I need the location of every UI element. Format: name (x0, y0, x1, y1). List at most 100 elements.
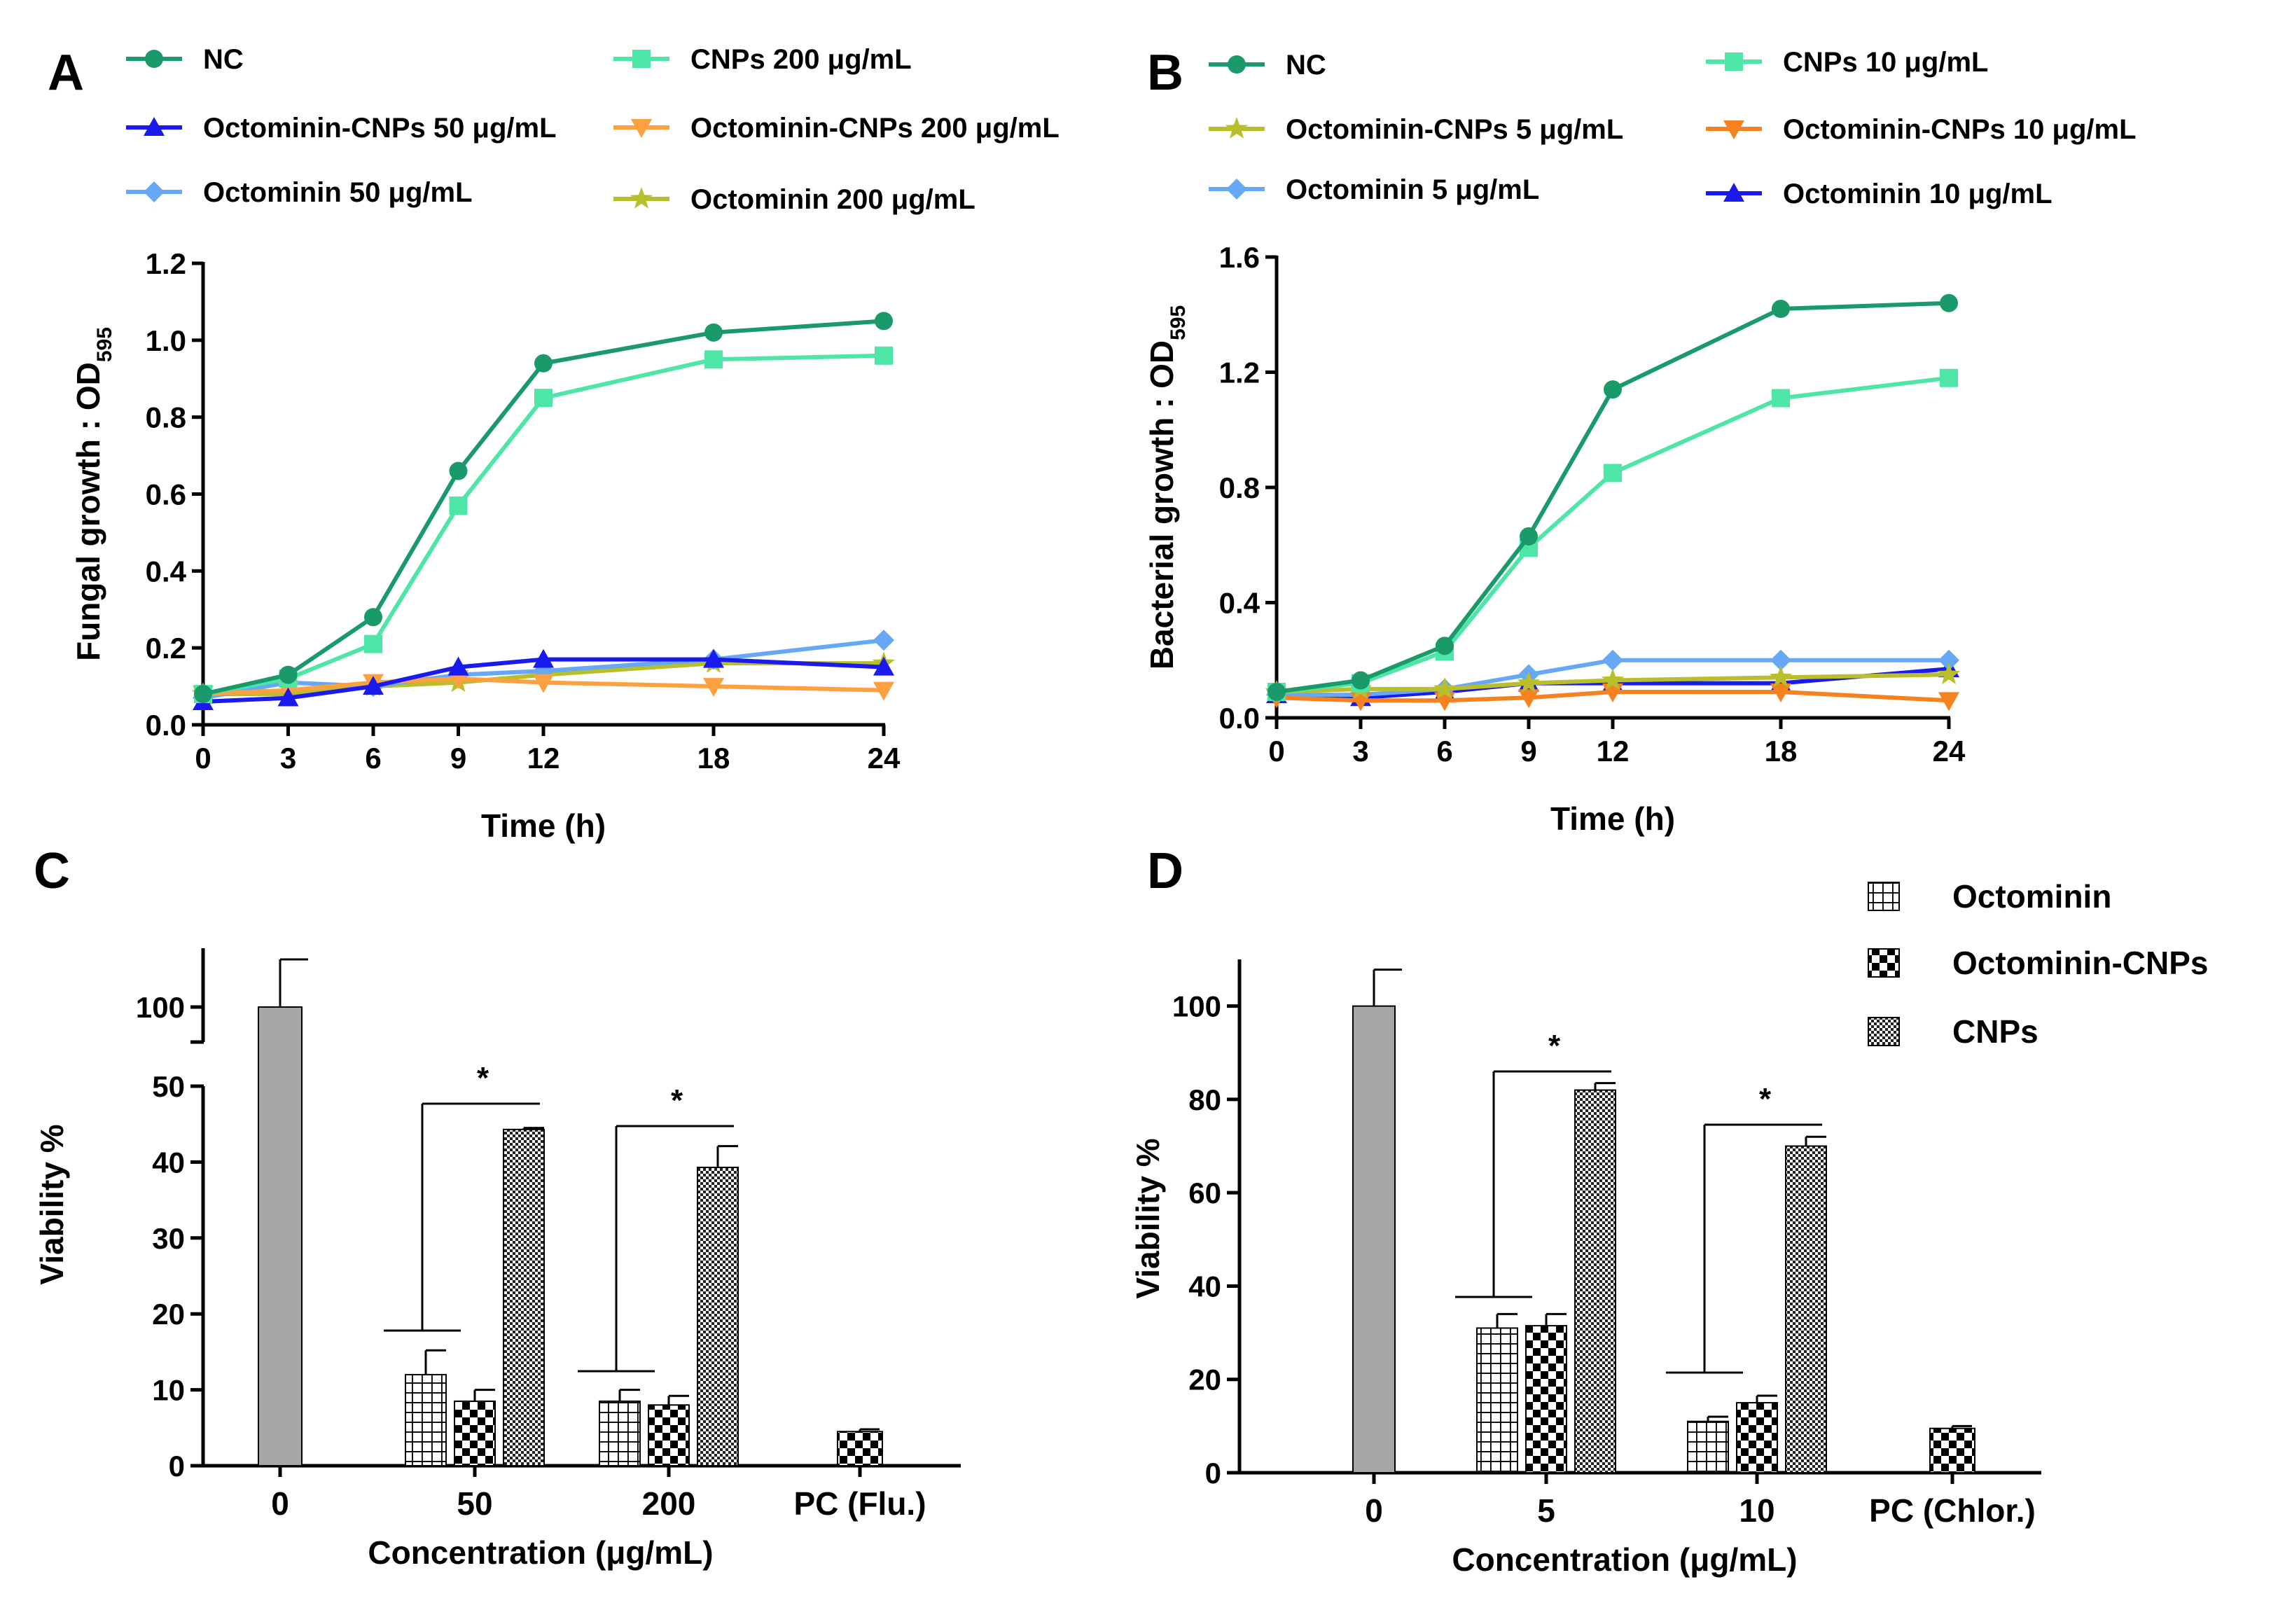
y-axis-title: Viability % (34, 1124, 70, 1284)
legend-item: Octominin (1868, 878, 2111, 915)
panel-label-B: B (1147, 45, 1183, 101)
data-point (449, 461, 468, 480)
y-tick-label: 0 (1205, 1457, 1221, 1490)
significance-star: * (1548, 1029, 1561, 1063)
bar-positive-control (837, 1431, 883, 1466)
data-point (363, 676, 384, 695)
data-point (534, 389, 553, 408)
legend-item: NC (1209, 50, 1326, 81)
legend-item: Octominin 10 μg/mL (1706, 179, 2053, 209)
significance-star: * (671, 1083, 683, 1118)
bar-cnps (1574, 1089, 1616, 1473)
y-axis-subscript: 595 (1167, 305, 1190, 340)
x-tick-label: 6 (365, 742, 381, 775)
bar-octominin (599, 1400, 641, 1466)
x-tick-label: 5 (1537, 1492, 1555, 1529)
y-tick-label: 1.2 (146, 247, 186, 280)
data-point (194, 685, 212, 704)
data-point (875, 346, 893, 365)
legend-item: CNPs (1868, 1013, 2039, 1050)
x-tick-label: 0 (1268, 735, 1284, 768)
legend-swatch (1868, 882, 1900, 911)
x-tick-label: 0 (1365, 1492, 1383, 1529)
data-point (1601, 668, 1625, 690)
data-point (703, 678, 724, 698)
y-tick-label: 30 (152, 1222, 185, 1255)
x-tick-label: 18 (1765, 735, 1798, 768)
bar-cnps (697, 1166, 739, 1467)
y-tick-label: 0.8 (1219, 471, 1260, 504)
data-point (703, 648, 724, 668)
data-point (1604, 380, 1622, 399)
y-tick-label: 0 (169, 1450, 185, 1483)
data-point (533, 674, 554, 693)
legend-item: Octominin-CNPs (1868, 945, 2208, 981)
bar-cnps (503, 1128, 545, 1466)
data-point (704, 323, 723, 342)
data-point (277, 687, 299, 707)
data-point (1770, 649, 1791, 671)
y-tick-label: 1.0 (146, 324, 186, 357)
y-tick-label: 0.0 (146, 709, 186, 742)
legend-label: CNPs 200 μg/mL (690, 44, 912, 75)
y-tick-label: 100 (1172, 990, 1221, 1023)
data-point (1517, 671, 1541, 693)
data-point (1937, 662, 1961, 685)
y-tick-label: 0.8 (146, 401, 186, 434)
bar-octominin-cnps (454, 1400, 496, 1466)
x-tick-label: 3 (1352, 735, 1368, 768)
bar-octominin-cnps (1736, 1402, 1778, 1473)
x-tick-label: 10 (1739, 1492, 1774, 1529)
legend-label: Octominin-CNPs 10 μg/mL (1783, 114, 2137, 145)
series-octominin-cnps-50-g-ml (193, 648, 894, 711)
x-tick-label: 9 (1520, 735, 1536, 768)
x-tick-label: 9 (450, 742, 466, 775)
data-point (1770, 683, 1791, 702)
y-tick-label: 1.6 (1219, 241, 1260, 274)
legend-label: Octominin 5 μg/mL (1286, 174, 1539, 205)
data-point (1433, 676, 1457, 699)
x-axis-title: Time (h) (481, 807, 606, 844)
data-point (279, 665, 298, 684)
legend-marker (1226, 179, 1247, 200)
x-axis-title: Concentration (μg/mL) (368, 1534, 713, 1571)
bar-octominin (405, 1373, 447, 1467)
legend-item: Octominin 50 μg/mL (126, 177, 473, 208)
legend-label: CNPs 10 μg/mL (1783, 47, 1988, 78)
significance-star: * (1759, 1082, 1772, 1116)
legend-label: Octominin 10 μg/mL (1783, 179, 2053, 209)
data-point (1938, 649, 1959, 671)
bar-octominin (1687, 1420, 1729, 1473)
significance-bracket: * (578, 1083, 734, 1373)
data-point (1520, 527, 1538, 546)
y-axis-title: Viability % (1130, 1138, 1166, 1298)
legend-label: CNPs (1952, 1013, 2039, 1050)
data-point (1352, 671, 1370, 690)
bar-cnps (1785, 1145, 1827, 1473)
data-point (1938, 692, 1959, 712)
bar-octominin (1476, 1327, 1518, 1473)
y-tick-label: 40 (152, 1146, 185, 1179)
x-tick-label: 24 (868, 742, 901, 775)
y-tick-label: 60 (1188, 1177, 1221, 1209)
panel-label-D: D (1147, 843, 1183, 899)
legend-marker (630, 187, 653, 209)
data-point (364, 634, 382, 653)
legend-marker (1225, 117, 1249, 139)
x-tick-label: 0 (195, 742, 211, 775)
x-tick-label: 12 (1597, 735, 1630, 768)
panel-label-C: C (34, 843, 70, 899)
data-point (1772, 300, 1790, 319)
legend-marker (632, 50, 651, 68)
x-tick-label: 6 (1436, 735, 1452, 768)
legend-label: Octominin-CNPs 200 μg/mL (690, 113, 1060, 144)
y-tick-label: 0.2 (146, 632, 186, 665)
series-nc (194, 312, 893, 704)
significance-bracket: * (1666, 1082, 1822, 1374)
y-tick-label: 1.2 (1219, 356, 1260, 389)
x-axis-title: Time (h) (1550, 800, 1675, 837)
y-tick-label: 40 (1188, 1270, 1221, 1303)
y-axis-title: Fungal growth : OD595 (70, 327, 116, 661)
data-point (1602, 649, 1623, 671)
legend-swatch (1868, 948, 1900, 978)
